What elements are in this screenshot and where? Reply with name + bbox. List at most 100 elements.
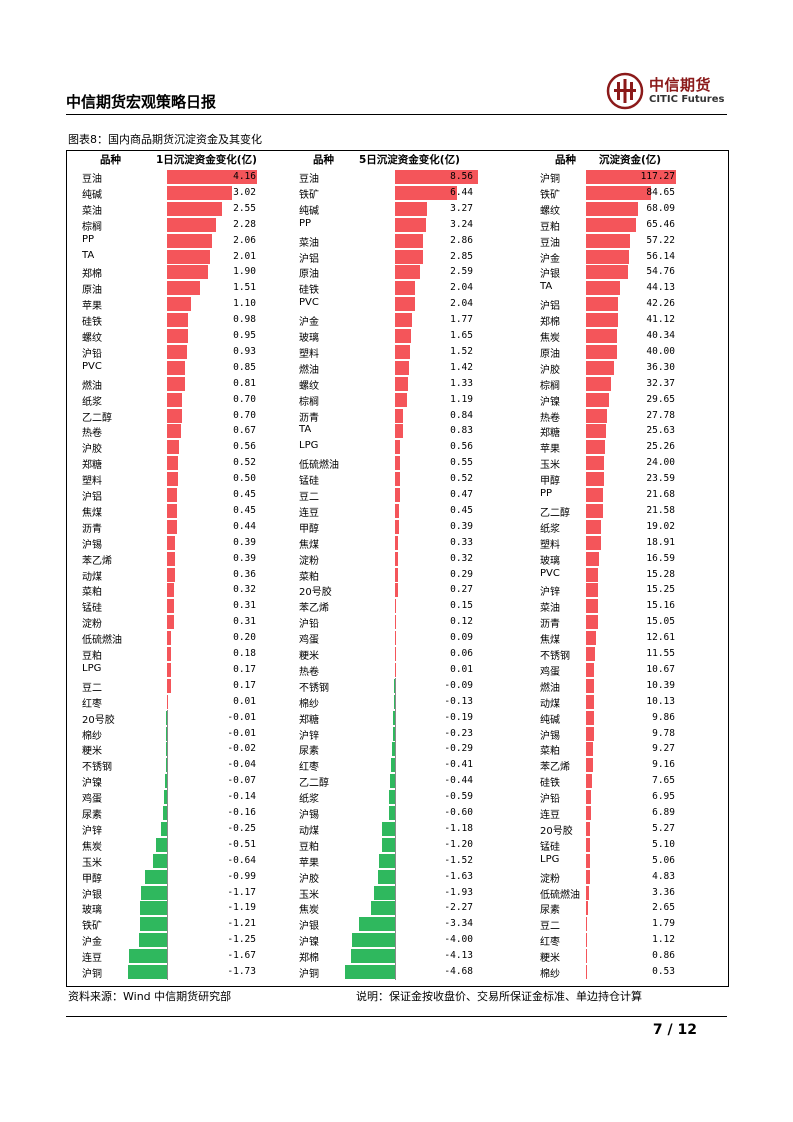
positive-bar bbox=[586, 853, 590, 868]
value-label: 0.32 bbox=[233, 584, 256, 596]
bar-row: 燃油 10.39 bbox=[540, 678, 685, 694]
bar-row: 塑料 18.91 bbox=[540, 535, 685, 551]
positive-bar bbox=[586, 551, 599, 566]
positive-bar bbox=[586, 281, 620, 296]
bar-row: 玻璃 -1.19 bbox=[82, 900, 266, 916]
category-label: 菜粕 bbox=[540, 746, 560, 758]
value-label: 3.36 bbox=[652, 886, 675, 898]
category-label: 郑棉 bbox=[540, 317, 560, 329]
value-label: 54.76 bbox=[646, 266, 675, 278]
category-label: 苯乙烯 bbox=[299, 603, 329, 615]
category-label: TA bbox=[82, 249, 95, 261]
value-label: 10.39 bbox=[646, 679, 675, 691]
bar-row: 动煤 0.36 bbox=[82, 567, 266, 583]
positive-bar bbox=[167, 440, 180, 455]
value-label: 10.67 bbox=[646, 663, 675, 675]
positive-bar bbox=[586, 170, 676, 184]
bar-row: 甲醇 0.39 bbox=[299, 519, 483, 535]
value-label: 15.28 bbox=[646, 568, 675, 580]
value-label: -0.59 bbox=[444, 791, 473, 803]
positive-bar bbox=[586, 185, 651, 200]
value-label: -0.99 bbox=[227, 870, 256, 882]
category-label: 乙二醇 bbox=[299, 778, 329, 790]
value-label: 56.14 bbox=[646, 250, 675, 262]
positive-bar bbox=[586, 885, 589, 900]
bar-row: 郑糖 -0.19 bbox=[299, 710, 483, 726]
bar-row: 豆二 0.17 bbox=[82, 678, 266, 694]
category-label: 20号胶 bbox=[540, 825, 573, 837]
positive-bar bbox=[586, 790, 592, 805]
value-label: 0.06 bbox=[450, 648, 473, 659]
bar-row: 玻璃 1.65 bbox=[299, 328, 483, 344]
positive-bar bbox=[395, 185, 458, 200]
bar-row: 塑料 0.50 bbox=[82, 471, 266, 487]
category-label: 沪金 bbox=[82, 937, 102, 949]
category-label: 豆粕 bbox=[82, 651, 102, 662]
value-label: -1.18 bbox=[444, 822, 473, 834]
negative-bar bbox=[165, 774, 167, 789]
category-label: 燃油 bbox=[540, 682, 560, 694]
bar-row: 粳米 0.06 bbox=[299, 646, 483, 662]
category-label: 锰硅 bbox=[299, 476, 319, 488]
value-label: 44.13 bbox=[646, 282, 675, 294]
category-label: 沪铅 bbox=[299, 619, 319, 631]
value-label: 5.06 bbox=[652, 854, 675, 866]
positive-bar bbox=[167, 297, 191, 312]
bar-row: 沪铅 0.12 bbox=[299, 614, 483, 630]
value-label: 0.17 bbox=[233, 679, 256, 691]
category-label: 20号胶 bbox=[299, 587, 332, 599]
value-label: 6.95 bbox=[652, 791, 675, 803]
value-label: 21.58 bbox=[646, 504, 675, 516]
bar-row: 纸浆 0.70 bbox=[82, 392, 266, 408]
bar-row: 郑棉 41.12 bbox=[540, 312, 685, 328]
category-label: 热卷 bbox=[82, 428, 102, 440]
bar-row: 豆粕 0.18 bbox=[82, 646, 266, 662]
category-label: 纸浆 bbox=[82, 396, 102, 408]
category-label: 乙二醇 bbox=[540, 507, 570, 519]
positive-bar bbox=[586, 965, 587, 979]
value-label: 0.67 bbox=[233, 425, 256, 437]
bar-row: 低硫燃油 0.20 bbox=[82, 630, 266, 646]
bar-row: 玉米 24.00 bbox=[540, 455, 685, 471]
negative-bar bbox=[350, 949, 395, 964]
category-label: 郑糖 bbox=[299, 714, 319, 726]
category-label: 甲醇 bbox=[299, 523, 319, 535]
positive-bar bbox=[395, 281, 415, 296]
category-label: 沪铜 bbox=[540, 174, 560, 185]
bar-row: 棕榈 1.19 bbox=[299, 392, 483, 408]
category-label: 乙二醇 bbox=[82, 412, 112, 424]
value-label: 0.32 bbox=[450, 552, 473, 564]
category-label: 锰硅 bbox=[82, 603, 102, 615]
bar-row: 20号胶 5.27 bbox=[540, 821, 685, 837]
value-label: -1.19 bbox=[227, 902, 256, 914]
positive-bar bbox=[395, 535, 399, 550]
category-label: 不锈钢 bbox=[82, 762, 112, 774]
bar-row: PP 2.06 bbox=[82, 233, 266, 249]
col-name-header: 品种 bbox=[100, 154, 121, 166]
bar-row: 原油 40.00 bbox=[540, 344, 685, 360]
value-label: 36.30 bbox=[646, 361, 675, 373]
value-label: 1.19 bbox=[450, 393, 473, 405]
value-label: -0.07 bbox=[227, 775, 256, 787]
negative-bar bbox=[166, 758, 167, 773]
category-label: 动煤 bbox=[540, 698, 560, 710]
value-label: 0.09 bbox=[450, 632, 473, 644]
category-label: 菜油 bbox=[299, 237, 319, 249]
positive-bar bbox=[167, 185, 233, 200]
value-label: 29.65 bbox=[646, 393, 675, 405]
bar-row: 棉纱 -0.01 bbox=[82, 726, 266, 742]
negative-bar bbox=[378, 853, 395, 868]
positive-bar bbox=[586, 869, 590, 884]
value-label: 0.53 bbox=[652, 966, 675, 977]
value-label: 1.33 bbox=[450, 377, 473, 389]
logo-cn-text: 中信期货 bbox=[649, 76, 712, 94]
value-label: 0.01 bbox=[450, 663, 473, 675]
bar-row: 沪铅 6.95 bbox=[540, 789, 685, 805]
negative-bar bbox=[392, 710, 395, 725]
negative-bar bbox=[161, 821, 167, 836]
value-label: 0.86 bbox=[652, 950, 675, 962]
category-label: 甲醇 bbox=[82, 873, 102, 885]
value-label: 0.17 bbox=[233, 663, 256, 675]
positive-bar bbox=[586, 503, 603, 518]
value-label: 1.10 bbox=[233, 298, 256, 310]
